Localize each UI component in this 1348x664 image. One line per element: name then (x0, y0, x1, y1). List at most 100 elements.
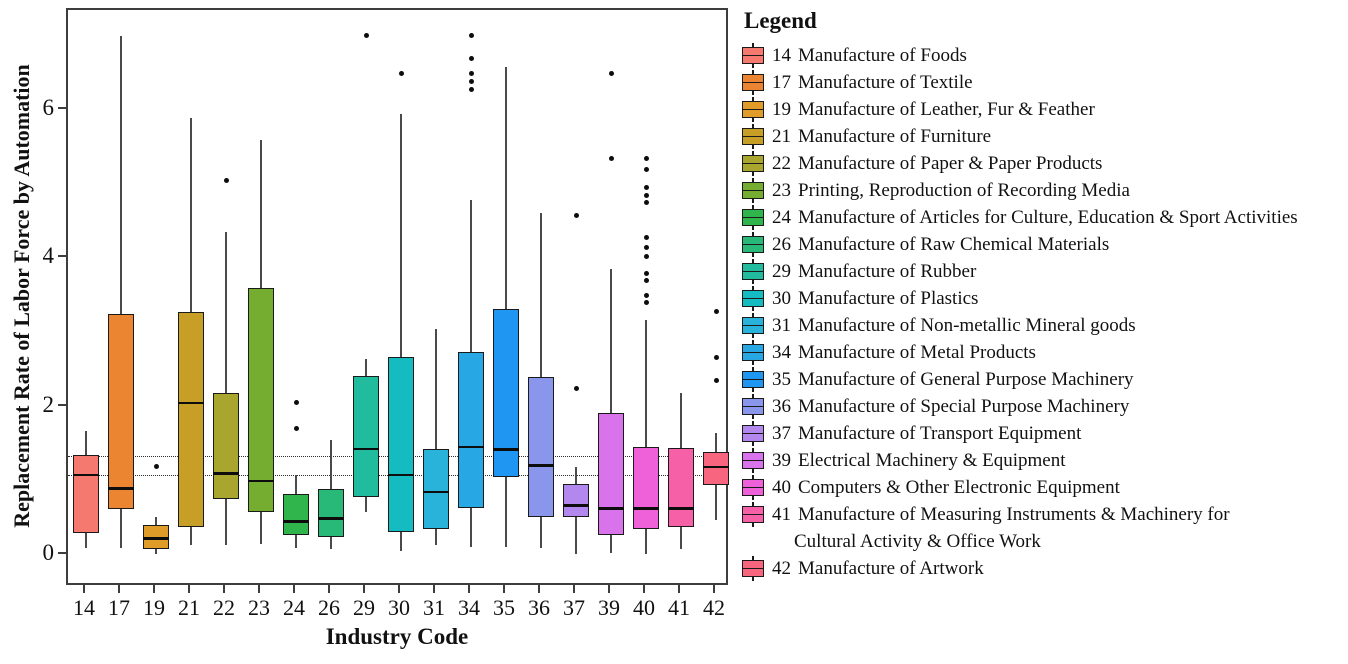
x-tick-label-22: 22 (213, 595, 235, 620)
legend-item-14: 14 Manufacture of Foods (742, 42, 1342, 69)
y-tick-label-4: 4 (42, 243, 55, 269)
legend-item-label: 21 Manufacture of Furniture (772, 123, 991, 150)
boxplot-swatch-icon (742, 448, 764, 473)
boxplot-swatch-icon (742, 259, 764, 284)
boxplot-swatch-icon (742, 556, 764, 581)
x-tick-mark-37 (573, 585, 575, 593)
swatch-median (742, 459, 764, 462)
swatch-median (742, 162, 764, 165)
box-23 (248, 288, 274, 513)
median-17 (108, 487, 134, 490)
x-tick-label-30: 30 (388, 595, 410, 620)
legend-item-35: 35 Manufacture of General Purpose Machine… (742, 366, 1342, 393)
x-tick-mark-36 (538, 585, 540, 593)
legend-item-label: 26 Manufacture of Raw Chemical Materials (772, 231, 1109, 258)
legend-item-name: Manufacture of Special Purpose Machinery (798, 396, 1130, 417)
x-tick-label-26: 26 (318, 595, 340, 620)
boxplot-swatch-icon (742, 97, 764, 122)
legend-item-label: 24 Manufacture of Articles for Culture, E… (772, 204, 1298, 231)
legend-item-code: 40 (772, 477, 791, 498)
legend-item-code: 30 (772, 288, 791, 309)
outlier-40 (643, 155, 649, 161)
boxplot-swatch-icon (742, 367, 764, 392)
legend-item-text: 23 Printing, Reproduction of Recording Me… (772, 177, 1130, 204)
outlier-29 (363, 33, 369, 39)
boxplot-swatch-icon (742, 205, 764, 230)
outlier-34 (468, 33, 474, 39)
median-19 (143, 537, 169, 541)
legend-item-name: Manufacture of Rubber (798, 261, 977, 282)
legend-item-name: Manufacture of Non-metallic Mineral good… (798, 315, 1136, 336)
legend-item-text: 24 Manufacture of Articles for Culture, E… (772, 204, 1298, 231)
x-tick-label-17: 17 (108, 595, 130, 620)
legend-item-label: 30 Manufacture of Plastics (772, 285, 978, 312)
whisker-40 (645, 320, 647, 554)
x-tick-label-23: 23 (248, 595, 270, 620)
box-21 (178, 311, 204, 527)
outlier-40 (643, 185, 649, 191)
legend-item-name: Manufacture of General Purpose Machinery (798, 369, 1134, 390)
y-tick-mark-0 (58, 552, 66, 555)
legend-item-code: 39 (772, 450, 791, 471)
boxplot-swatch-icon (742, 340, 764, 365)
outlier-40 (643, 254, 649, 260)
box-30 (388, 357, 414, 533)
boxplot-swatch-icon (742, 124, 764, 149)
box-31 (423, 449, 449, 530)
x-tick-label-41: 41 (668, 595, 690, 620)
outlier-24 (293, 425, 299, 431)
x-tick-mark-26 (328, 585, 330, 593)
legend-item-code: 34 (772, 342, 791, 363)
legend-item-24: 24 Manufacture of Articles for Culture, E… (742, 204, 1342, 231)
legend-item-name: Manufacture of Measuring Instruments & M… (798, 504, 1230, 525)
outlier-40 (643, 270, 649, 276)
whisker-39 (610, 268, 612, 553)
x-tick-mark-34 (468, 585, 470, 593)
swatch-median (742, 108, 764, 111)
legend-item-name: Manufacture of Raw Chemical Materials (798, 234, 1110, 255)
legend-item-text: 31 Manufacture of Non-metallic Mineral go… (772, 312, 1136, 339)
legend-item-label: 22 Manufacture of Paper & Paper Products (772, 150, 1102, 177)
legend-item-text: 34 Manufacture of Metal Products (772, 339, 1036, 366)
box-26 (318, 489, 344, 538)
median-21 (178, 401, 204, 405)
box-17 (108, 314, 134, 510)
x-tick-label-42: 42 (703, 595, 725, 620)
box-40 (633, 446, 659, 530)
outlier-30 (398, 70, 404, 76)
legend-item-37: 37 Manufacture of Transport Equipment (742, 420, 1342, 447)
legend-item-code: 17 (772, 72, 791, 93)
box-39 (598, 413, 624, 536)
legend-item-23: 23 Printing, Reproduction of Recording Me… (742, 177, 1342, 204)
legend-item-code: 14 (772, 45, 791, 66)
swatch-median (742, 243, 764, 246)
y-tick-mark-6 (58, 107, 66, 110)
x-tick-label-37: 37 (563, 595, 585, 620)
y-tick-label-6: 6 (42, 95, 55, 121)
legend-item-text: 29 Manufacture of Rubber (772, 258, 976, 285)
median-35 (493, 448, 519, 452)
legend-item-name: Manufacture of Plastics (798, 288, 979, 309)
legend-item-name: Printing, Reproduction of Recording Medi… (798, 180, 1130, 201)
legend-item-code: 19 (772, 99, 791, 120)
legend-item-code: 29 (772, 261, 791, 282)
legend-item-name: Manufacture of Paper & Paper Products (798, 153, 1103, 174)
outlier-37 (573, 385, 579, 391)
x-tick-label-29: 29 (353, 595, 375, 620)
swatch-median (742, 216, 764, 219)
boxplot-swatch-icon (742, 421, 764, 446)
swatch-median (742, 54, 764, 57)
legend-item-label-line2: Cultural Activity & Office Work (794, 531, 1041, 552)
swatch-median (742, 378, 764, 381)
x-tick-mark-24 (293, 585, 295, 593)
x-tick-label-34: 34 (458, 595, 480, 620)
legend-item-31: 31 Manufacture of Non-metallic Mineral go… (742, 312, 1342, 339)
x-tick-mark-23 (258, 585, 260, 593)
whisker-35 (505, 67, 507, 547)
median-30 (388, 473, 414, 477)
whisker-30 (400, 113, 402, 551)
outlier-22 (223, 178, 229, 184)
outlier-34 (468, 86, 474, 92)
legend-item-text: 40 Computers & Other Electronic Equipment (772, 474, 1120, 501)
legend-item-text: 36 Manufacture of Special Purpose Machine… (772, 393, 1129, 420)
